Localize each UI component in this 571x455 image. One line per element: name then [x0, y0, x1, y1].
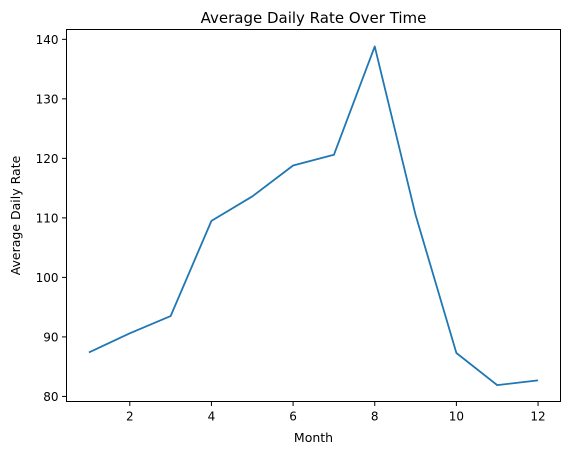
- y-tick-label: 80: [43, 390, 58, 404]
- x-tick-label: 2: [126, 410, 134, 424]
- y-axis-label: Average Daily Rate: [8, 155, 23, 275]
- series-layer: [88, 45, 539, 387]
- ticks-layer: 2 4 6 8 10 12 80 90 100 110 120 130 140: [36, 33, 546, 424]
- x-tick-label: 4: [208, 410, 216, 424]
- y-tick-label: 130: [36, 92, 59, 106]
- y-tick-label: 120: [36, 152, 59, 166]
- y-tick-label: 90: [43, 330, 58, 344]
- series-line: [88, 45, 539, 387]
- x-tick-label: 6: [289, 410, 297, 424]
- plot-frame: [66, 29, 561, 402]
- chart-title: Average Daily Rate Over Time: [201, 9, 427, 27]
- y-tick-label: 110: [36, 211, 59, 225]
- y-tick-label: 140: [36, 33, 59, 47]
- x-axis-label: Month: [294, 430, 333, 445]
- y-tick-label: 100: [36, 271, 59, 285]
- x-tick-label: 12: [530, 410, 545, 424]
- x-tick-label: 8: [371, 410, 379, 424]
- x-tick-label: 10: [449, 410, 464, 424]
